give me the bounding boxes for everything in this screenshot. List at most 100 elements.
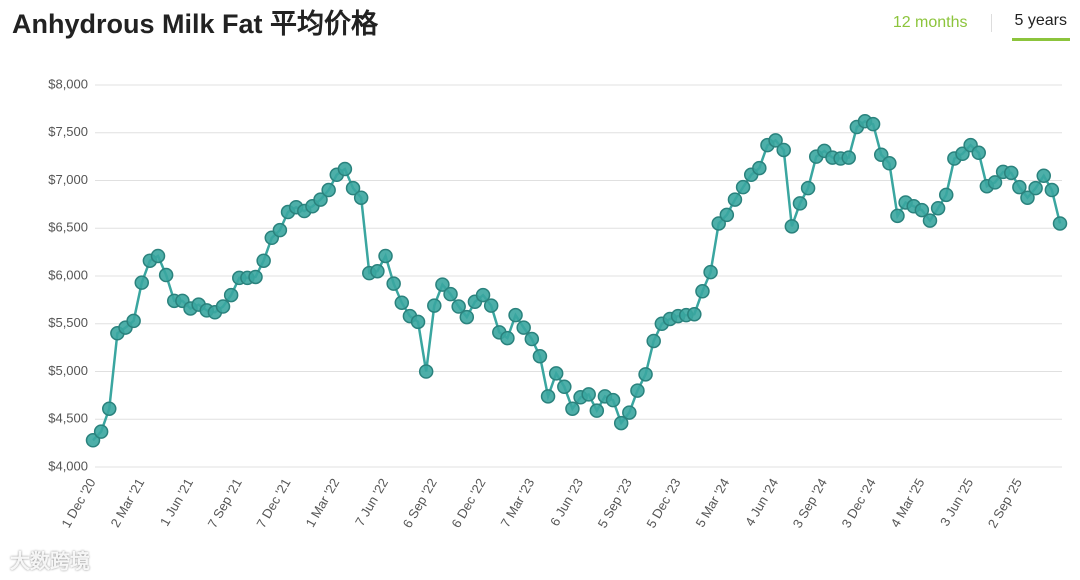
x-tick-label: 4 Jun '24 — [742, 476, 781, 529]
data-point — [930, 200, 946, 216]
data-point — [378, 248, 393, 264]
y-tick-label: $4,000 — [48, 458, 88, 473]
x-tick-label: 7 Jun '22 — [352, 476, 391, 529]
data-point — [589, 403, 605, 418]
data-point — [150, 248, 166, 264]
data-point — [1036, 168, 1051, 183]
x-tick-label: 6 Sep '22 — [400, 476, 440, 531]
data-point — [752, 160, 767, 176]
y-tick-label: $7,000 — [48, 172, 88, 187]
data-point — [345, 180, 361, 196]
data-point — [622, 405, 637, 420]
data-point — [126, 313, 141, 329]
x-tick-label: 4 Mar '25 — [888, 476, 928, 530]
data-point — [735, 179, 751, 195]
x-tick-label: 2 Mar '21 — [107, 476, 147, 530]
x-tick-label: 7 Sep '21 — [205, 476, 245, 531]
y-tick-label: $5,000 — [48, 363, 88, 378]
data-point — [548, 366, 564, 381]
data-point — [800, 180, 816, 196]
data-point — [540, 389, 556, 404]
x-tick-label: 3 Sep '24 — [790, 476, 830, 531]
data-point — [768, 133, 783, 148]
x-tick-label: 5 Dec '23 — [643, 476, 683, 531]
x-tick-label: 1 Jun '21 — [157, 476, 196, 529]
data-point — [1003, 165, 1019, 181]
data-point — [483, 298, 499, 313]
y-tick-label: $8,000 — [48, 76, 88, 91]
data-point — [1044, 182, 1060, 198]
data-point — [386, 276, 401, 291]
watermark: 大数跨境 — [10, 551, 90, 573]
data-point — [605, 392, 621, 408]
data-point — [532, 348, 548, 364]
data-point — [134, 275, 150, 290]
data-point — [1028, 180, 1043, 196]
x-tick-label: 5 Mar '24 — [693, 476, 733, 530]
data-point — [475, 287, 491, 303]
x-tick-label: 6 Dec '22 — [448, 476, 488, 531]
page-title: Anhydrous Milk Fat 平均价格 — [12, 9, 379, 39]
data-point — [102, 401, 117, 416]
data-point — [370, 263, 385, 279]
x-tick-label: 1 Dec '20 — [58, 476, 98, 531]
data-point — [321, 182, 336, 198]
y-tick-label: $7,500 — [48, 124, 88, 139]
data-point — [272, 222, 288, 238]
data-point — [792, 196, 808, 211]
data-point — [914, 202, 930, 218]
data-point — [841, 150, 856, 165]
data-point — [435, 277, 450, 292]
y-tick-label: $6,500 — [48, 220, 88, 235]
data-point — [638, 367, 653, 382]
data-point — [922, 213, 938, 228]
data-point — [451, 299, 466, 314]
data-point — [971, 145, 986, 161]
data-point — [703, 264, 718, 280]
data-point — [524, 331, 540, 347]
data-point — [565, 401, 580, 416]
data-point — [256, 253, 271, 268]
y-tick-label: $4,500 — [48, 411, 88, 426]
data-point — [394, 295, 410, 310]
x-tick-label: 7 Mar '23 — [497, 476, 537, 530]
data-point — [443, 286, 458, 302]
data-point — [719, 207, 735, 223]
data-point — [727, 192, 743, 207]
data-point — [865, 116, 881, 132]
range-tabs: 12 months 5 years — [890, 12, 1070, 41]
data-point — [776, 142, 791, 158]
data-point — [508, 307, 523, 323]
data-point — [784, 219, 800, 234]
data-point — [882, 156, 897, 171]
data-point — [646, 333, 661, 349]
data-point — [215, 299, 231, 314]
data-point — [410, 314, 426, 330]
y-tick-label: $6,000 — [48, 267, 88, 282]
y-tick-label: $5,500 — [48, 315, 88, 330]
data-point — [1020, 190, 1035, 205]
data-point — [459, 309, 475, 325]
data-point — [516, 320, 531, 335]
data-point — [337, 161, 353, 177]
data-point — [687, 306, 702, 322]
tab-12-months[interactable]: 12 months — [892, 13, 968, 31]
data-point — [353, 190, 369, 205]
data-point — [613, 415, 629, 431]
data-point — [427, 298, 442, 313]
x-tick-label: 3 Dec '24 — [838, 476, 878, 531]
data-point — [890, 208, 905, 224]
x-tick-label: 1 Mar '22 — [302, 476, 342, 530]
x-tick-label: 6 Jun '23 — [547, 476, 586, 529]
data-point — [93, 424, 109, 439]
data-point — [223, 287, 239, 303]
data-point — [1052, 216, 1068, 231]
data-point — [695, 284, 710, 299]
x-tick-label: 5 Sep '23 — [595, 476, 635, 531]
tab-separator — [990, 13, 992, 32]
x-tick-label: 3 Jun '25 — [937, 476, 976, 529]
tab-5-years[interactable]: 5 years — [1011, 12, 1070, 41]
data-point — [500, 330, 515, 346]
